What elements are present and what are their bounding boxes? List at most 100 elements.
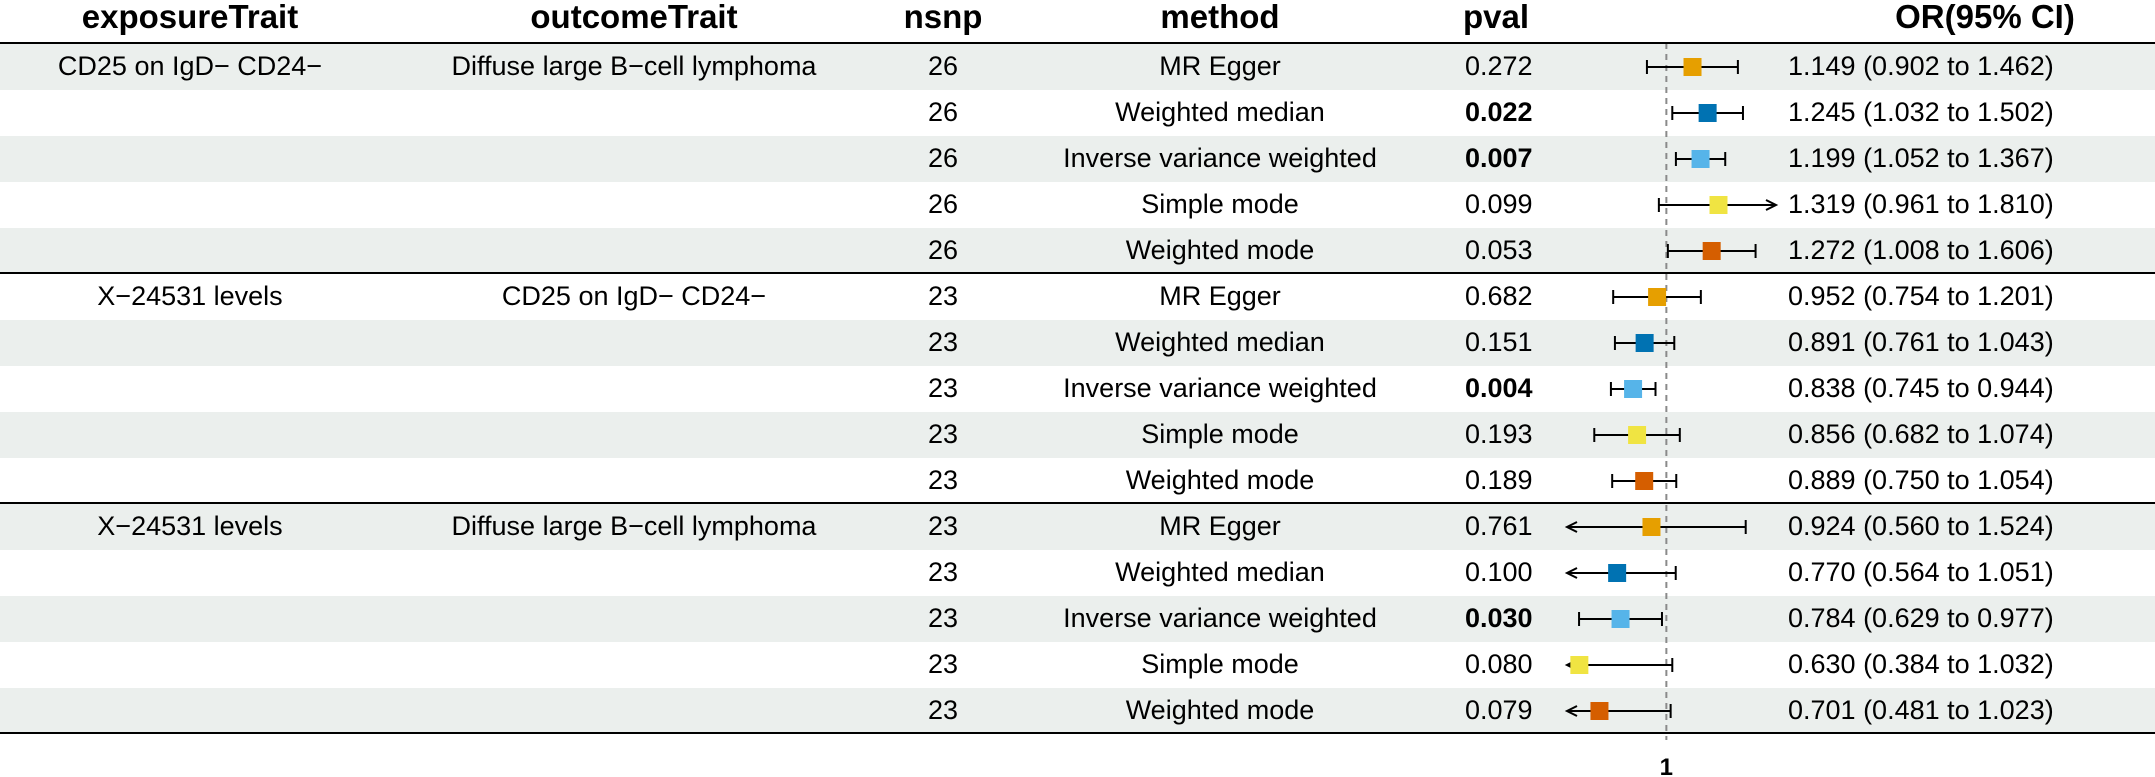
nsnp-cell: 23 — [927, 695, 959, 725]
pval-cell: 0.272 — [1465, 51, 1533, 81]
or-ci-cell: 0.856 (0.682 to 1.074) — [1788, 419, 2054, 449]
nsnp-cell: 23 — [927, 419, 959, 449]
method-cell: Simple mode — [1141, 649, 1299, 679]
exposure-cell — [10, 319, 370, 365]
or-ci-cell: 0.838 (0.745 to 0.944) — [1788, 373, 2054, 403]
or-ci-cell: 1.272 (1.008 to 1.606) — [1788, 235, 2054, 265]
method-cell: MR Egger — [1159, 51, 1281, 81]
nsnp-cell: 23 — [927, 327, 959, 357]
outcome-cell: CD25 on IgD− CD24− — [501, 281, 767, 311]
outcome-cell — [400, 549, 868, 595]
method-cell: Simple mode — [1141, 189, 1299, 219]
row-shade — [0, 136, 2155, 182]
exposure-cell — [10, 181, 370, 227]
row-shade — [0, 596, 2155, 642]
pval-cell: 0.007 — [1465, 143, 1533, 173]
header-exposure: exposureTrait — [81, 0, 299, 35]
pval-cell: 0.100 — [1465, 557, 1533, 587]
nsnp-cell: 23 — [927, 649, 959, 679]
point-estimate — [1635, 334, 1654, 352]
pval-cell: 0.193 — [1465, 419, 1533, 449]
exposure-cell — [10, 687, 370, 733]
table-top-rule — [0, 42, 2155, 44]
nsnp-cell: 26 — [927, 235, 959, 265]
or-ci-cell: 1.149 (0.902 to 1.462) — [1788, 51, 2054, 81]
or-ci-cell: 1.245 (1.032 to 1.502) — [1788, 97, 2054, 127]
row-shade — [0, 412, 2155, 458]
row-shade — [0, 44, 2155, 90]
header-outcome: outcomeTrait — [530, 0, 738, 35]
ci-arrow-left — [1564, 567, 1578, 579]
or-ci-cell: 0.952 (0.754 to 1.201) — [1788, 281, 2054, 311]
pval-cell: 0.053 — [1465, 235, 1533, 265]
group-separator — [0, 502, 2155, 504]
nsnp-cell: 26 — [927, 143, 959, 173]
outcome-cell: Diffuse large B−cell lymphoma — [451, 511, 817, 541]
method-cell: Weighted mode — [1125, 465, 1315, 495]
nsnp-cell: 23 — [927, 557, 959, 587]
or-ci-cell: 0.889 (0.750 to 1.054) — [1788, 465, 2054, 495]
exposure-cell — [10, 457, 370, 503]
nsnp-cell: 26 — [927, 97, 959, 127]
row-shade — [0, 320, 2155, 366]
pval-cell: 0.151 — [1465, 327, 1533, 357]
method-cell: Weighted median — [1115, 557, 1325, 587]
exposure-cell — [10, 365, 370, 411]
outcome-cell — [400, 227, 868, 273]
exposure-cell — [10, 89, 370, 135]
point-estimate — [1624, 380, 1643, 398]
point-estimate — [1702, 242, 1721, 260]
method-cell: Weighted mode — [1125, 235, 1315, 265]
x-tick-label: 1 — [1660, 754, 1673, 777]
pval-cell: 0.761 — [1465, 511, 1533, 541]
method-cell: Inverse variance weighted — [1063, 603, 1377, 633]
point-estimate — [1698, 104, 1717, 122]
header-method: method — [1160, 0, 1280, 35]
method-cell: MR Egger — [1159, 511, 1281, 541]
exposure-cell — [10, 549, 370, 595]
method-cell: Weighted median — [1115, 327, 1325, 357]
outcome-cell — [400, 457, 868, 503]
point-estimate — [1608, 564, 1627, 582]
exposure-cell — [10, 135, 370, 181]
point-estimate — [1642, 518, 1661, 536]
method-cell: Inverse variance weighted — [1063, 373, 1377, 403]
or-ci-cell: 0.701 (0.481 to 1.023) — [1788, 695, 2054, 725]
method-cell: Simple mode — [1141, 419, 1299, 449]
forest-plot-panel: 1 — [1564, 43, 1779, 777]
ci-arrow-left — [1564, 521, 1578, 533]
method-cell: MR Egger — [1159, 281, 1281, 311]
outcome-cell — [400, 687, 868, 733]
outcome-cell — [400, 641, 868, 687]
exposure-cell — [10, 641, 370, 687]
outcome-cell — [400, 595, 868, 641]
ci-arrow-right — [1765, 199, 1779, 211]
or-ci-cell: 0.770 (0.564 to 1.051) — [1788, 557, 2054, 587]
nsnp-cell: 23 — [927, 281, 959, 311]
exposure-cell: X−24531 levels — [97, 281, 283, 311]
or-ci-cell: 0.891 (0.761 to 1.043) — [1788, 327, 2054, 357]
pval-cell: 0.030 — [1465, 603, 1533, 633]
header-nsnp: nsnp — [903, 0, 983, 35]
or-ci-cell: 1.319 (0.961 to 1.810) — [1788, 189, 2054, 219]
nsnp-cell: 26 — [927, 51, 959, 81]
point-estimate — [1691, 150, 1710, 168]
header-pval: pval — [1463, 0, 1530, 35]
header-or-ci: OR(95% CI) — [1895, 0, 2075, 35]
or-ci-cell: 1.199 (1.052 to 1.367) — [1788, 143, 2054, 173]
method-cell: Weighted mode — [1125, 695, 1315, 725]
exposure-cell: X−24531 levels — [97, 511, 283, 541]
or-ci-cell: 0.630 (0.384 to 1.032) — [1788, 649, 2054, 679]
ci-arrow-left — [1564, 705, 1578, 717]
pval-cell: 0.189 — [1465, 465, 1533, 495]
point-estimate — [1683, 58, 1702, 76]
outcome-cell — [400, 319, 868, 365]
pval-cell: 0.004 — [1465, 373, 1533, 403]
outcome-cell — [400, 135, 868, 181]
or-ci-cell: 0.784 (0.629 to 0.977) — [1788, 603, 2054, 633]
pval-cell: 0.682 — [1465, 281, 1533, 311]
outcome-cell — [400, 89, 868, 135]
or-ci-cell: 0.924 (0.560 to 1.524) — [1788, 511, 2054, 541]
nsnp-cell: 23 — [927, 465, 959, 495]
